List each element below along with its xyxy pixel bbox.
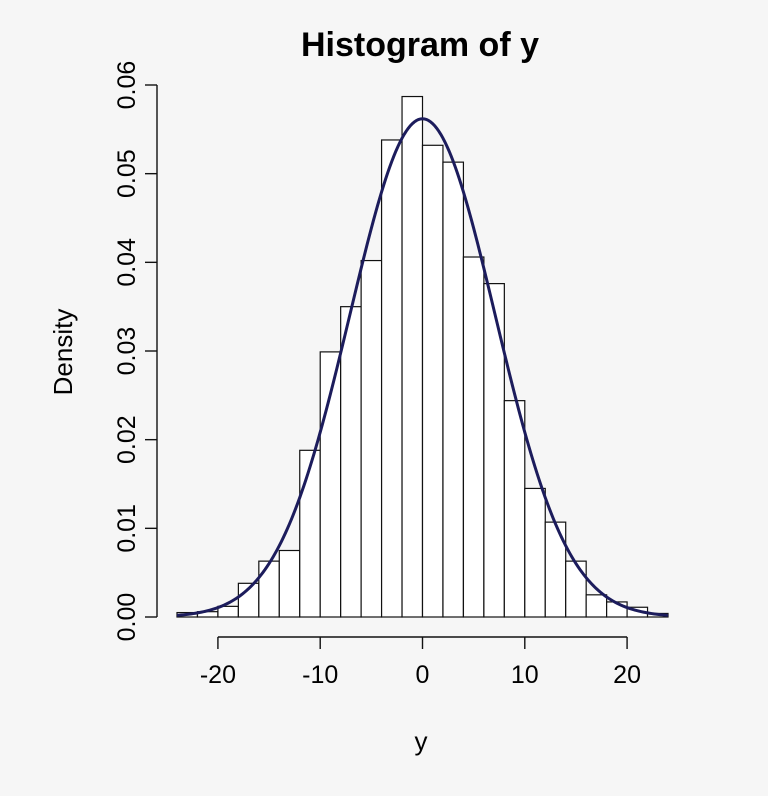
y-tick-label: 0.04 [113,238,141,287]
y-tick-label: 0.00 [113,593,141,642]
y-tick-label: 0.03 [113,327,141,376]
histogram-bar [421,144,444,618]
histogram-bar [565,560,587,618]
histogram-bar [483,283,505,618]
histogram-bar [503,400,526,618]
histogram-bar [360,259,383,618]
y-tick-label: 0.02 [113,415,141,464]
x-axis: -20 -10 0 10 20 [200,636,641,689]
histogram-bar [462,256,485,618]
y-axis-label: Density [48,309,78,396]
x-tick-label: -20 [200,661,236,689]
x-tick-label: -10 [302,661,338,689]
density-curve [176,117,669,617]
x-tick-label: 10 [511,661,539,689]
histogram-bar [524,487,546,618]
y-tick-label: 0.05 [113,149,141,198]
histogram-bar [585,594,608,618]
histogram-bar [442,161,465,618]
histogram-bar [299,449,321,618]
histogram-bar [278,549,301,618]
x-tick-label: 20 [613,661,641,689]
y-tick-label: 0.01 [113,504,141,553]
histogram-bars [176,95,669,618]
histogram-bar [340,306,362,618]
chart-title: Histogram of y [301,26,539,64]
x-axis-label: y [415,726,428,756]
histogram-bar [380,139,403,618]
histogram-bar [401,95,424,618]
y-axis: 0.00 0.01 0.02 0.03 0.04 0.05 0.06 [113,61,158,642]
y-tick-label: 0.06 [113,61,141,110]
x-tick-label: 0 [416,661,430,689]
histogram-bar [258,560,280,618]
